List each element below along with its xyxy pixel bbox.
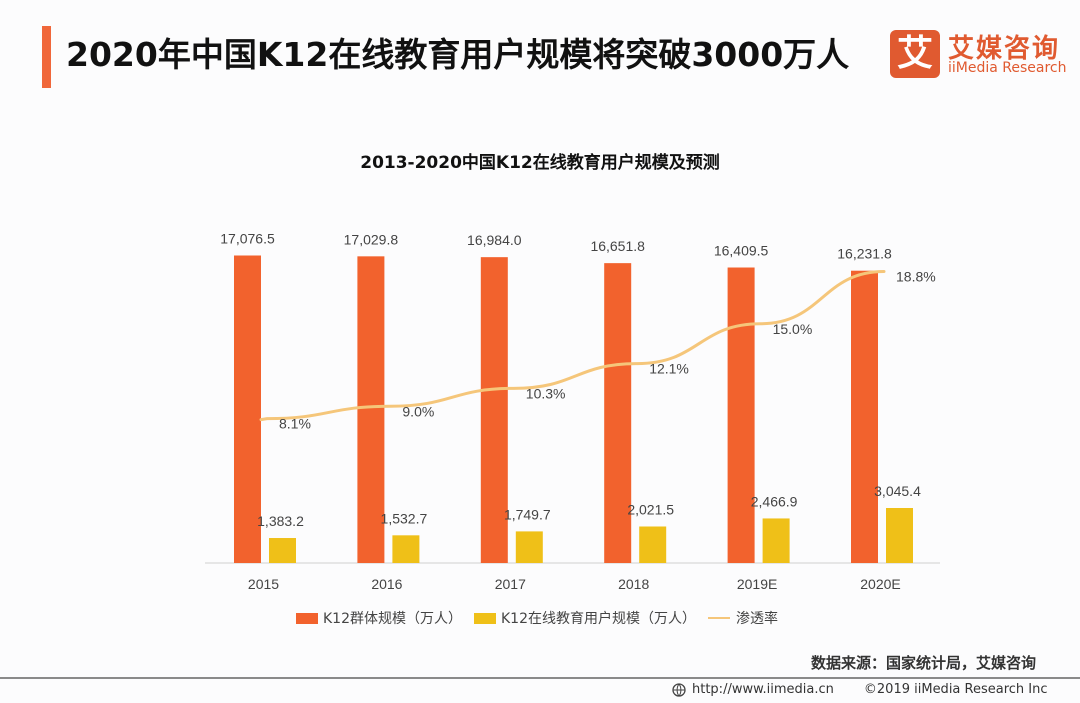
footer-url[interactable]: http://www.iimedia.cn <box>692 682 834 697</box>
bar-online-users <box>762 518 790 563</box>
bar-online-users <box>639 526 667 563</box>
x-tick-label: 2016 <box>371 576 402 592</box>
bar-online-users <box>392 535 420 563</box>
legend-item-group-size: K12群体规模（万人） <box>296 608 462 628</box>
bar-group-size <box>480 257 508 563</box>
title-accent-bar <box>42 26 51 88</box>
bar-label-online-users: 2,021.5 <box>627 501 674 517</box>
bar-label-group-size: 16,231.8 <box>837 246 892 262</box>
x-tick-label: 2018 <box>618 576 649 592</box>
x-tick-label: 2017 <box>495 576 526 592</box>
line-label-penetration: 18.8% <box>896 269 936 285</box>
line-label-penetration: 15.0% <box>773 321 813 337</box>
bar-group-size <box>234 255 261 563</box>
logo-mark-icon: 艾 <box>890 30 940 78</box>
legend-swatch-line <box>708 617 730 619</box>
bar-group-size <box>357 256 385 563</box>
line-label-penetration: 9.0% <box>402 403 434 419</box>
legend-swatch-group <box>296 612 318 624</box>
bar-group-size <box>604 263 632 563</box>
bar-label-group-size: 16,409.5 <box>714 243 769 259</box>
legend-label: 渗透率 <box>736 611 778 627</box>
bar-label-group-size: 17,029.8 <box>344 231 399 247</box>
bar-label-online-users: 1,749.7 <box>504 506 551 522</box>
x-tick-label: 2019E <box>737 576 777 592</box>
bar-label-online-users: 1,383.2 <box>257 513 304 529</box>
bar-online-users <box>886 508 913 563</box>
line-label-penetration: 8.1% <box>279 416 311 432</box>
legend-label: K12在线教育用户规模（万人） <box>501 611 696 627</box>
line-label-penetration: 10.3% <box>526 385 566 401</box>
bar-label-online-users: 1,532.7 <box>381 510 428 526</box>
bar-label-group-size: 17,076.5 <box>220 230 275 246</box>
bar-online-users <box>515 531 543 563</box>
logo-cn-text: 艾媒咨询 <box>948 34 1061 64</box>
footer: http://www.iimedia.cn ©2019 iiMedia Rese… <box>672 682 1048 697</box>
legend-item-penetration: 渗透率 <box>708 608 778 628</box>
footer-divider <box>0 677 1080 679</box>
x-tick-label: 2015 <box>248 576 279 592</box>
page-title: 2020年中国K12在线教育用户规模将突破3000万人 <box>66 35 850 74</box>
bar-label-group-size: 16,651.8 <box>590 238 645 254</box>
bar-label-online-users: 2,466.9 <box>751 493 798 509</box>
legend-item-online-users: K12在线教育用户规模（万人） <box>474 608 696 628</box>
logo-en-text: iiMedia Research <box>948 60 1067 76</box>
penetration-rate-line <box>259 270 886 422</box>
chart-legend: K12群体规模（万人） K12在线教育用户规模（万人） 渗透率 <box>296 608 790 628</box>
chart-title: 2013-2020中国K12在线教育用户规模及预测 <box>360 153 720 173</box>
bar-online-users <box>269 538 296 563</box>
globe-icon <box>672 682 686 697</box>
bar-label-group-size: 16,984.0 <box>467 232 522 248</box>
legend-swatch-online <box>474 612 496 624</box>
legend-label: K12群体规模（万人） <box>323 611 462 627</box>
bar-label-online-users: 3,045.4 <box>874 483 921 499</box>
bar-group-size <box>851 270 878 563</box>
copyright: ©2019 iiMedia Research Inc <box>863 682 1048 697</box>
line-label-penetration: 12.1% <box>649 361 689 377</box>
data-source: 数据来源：国家统计局，艾媒咨询 <box>810 654 1036 672</box>
x-tick-label: 2020E <box>860 576 900 592</box>
bar-group-size <box>727 267 755 563</box>
